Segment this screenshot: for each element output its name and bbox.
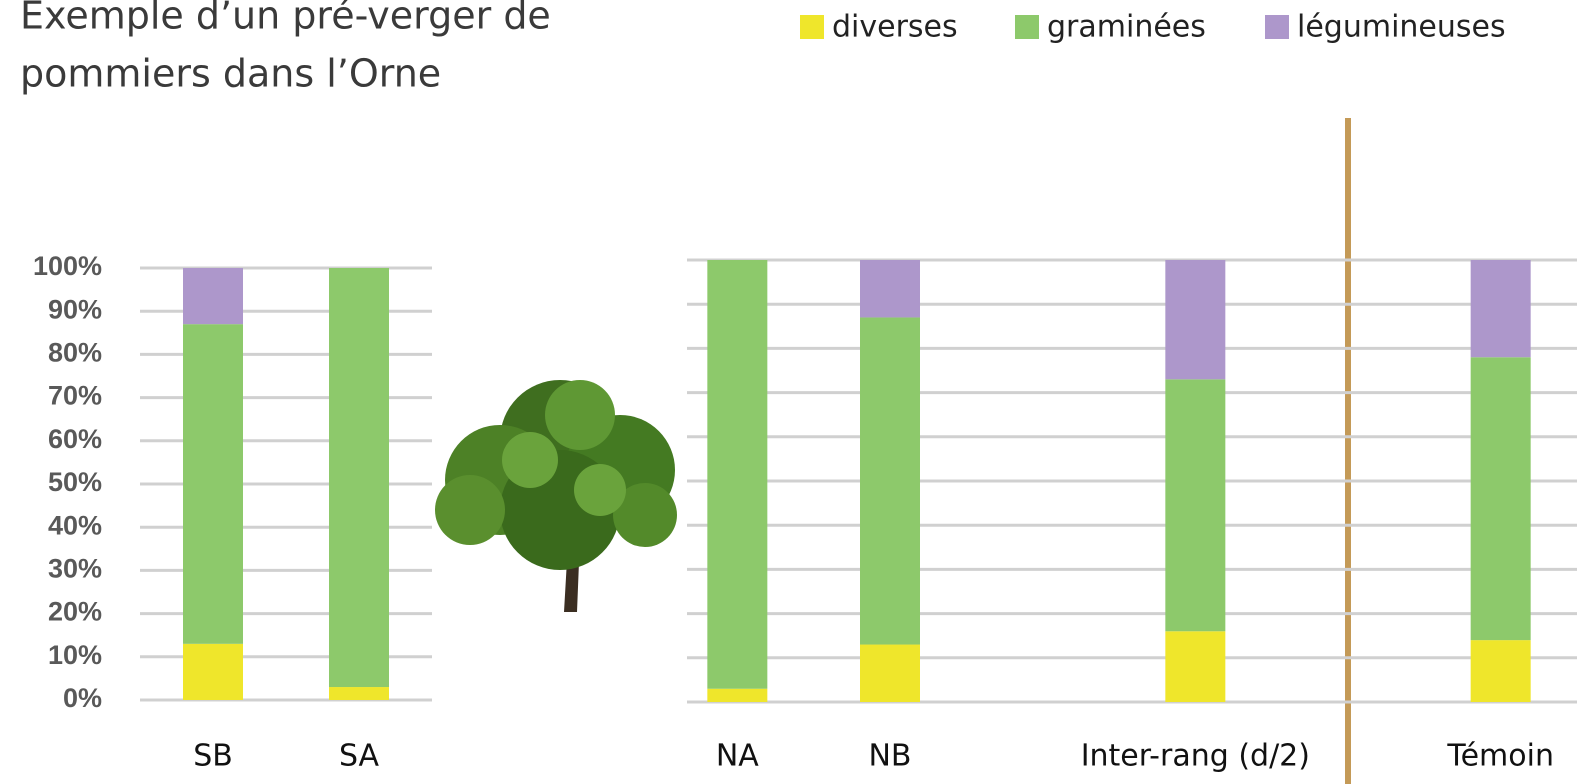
bar-segment (329, 268, 389, 687)
bar-segment (1471, 640, 1531, 702)
x-tick-label: SA (339, 739, 380, 774)
bar-segment (1471, 260, 1531, 357)
x-tick-label: Inter-rang (d/2) (1081, 739, 1310, 774)
bar-segment (1165, 260, 1225, 379)
bar-segment (707, 260, 767, 689)
title-line: Exemple d’un pré-verger de (20, 0, 551, 38)
y-tick-label: 30% (48, 554, 102, 584)
bar-segment (329, 687, 389, 700)
y-tick-label: 20% (48, 597, 102, 627)
legend-swatch (800, 15, 824, 39)
bar-segment (1471, 357, 1531, 640)
legend-label: graminées (1047, 10, 1206, 45)
bar-segment (183, 644, 243, 700)
slide: Exemple d’un pré-verger de pommiers dans… (0, 0, 1577, 784)
bar-segment (860, 260, 920, 317)
bar-segment (183, 268, 243, 324)
y-tick-label: 10% (48, 640, 102, 670)
y-tick-label: 80% (48, 338, 102, 368)
x-tick-label: NB (868, 739, 911, 774)
bar-segment (707, 689, 767, 702)
y-tick-label: 40% (48, 510, 102, 540)
bar-segment (860, 645, 920, 702)
legend-label: légumineuses (1297, 10, 1506, 45)
y-tick-label: 60% (48, 424, 102, 454)
bar-segment (183, 324, 243, 644)
legend-label: diverses (832, 10, 958, 45)
legend-swatch (1265, 15, 1289, 39)
y-tick-label: 70% (48, 381, 102, 411)
y-tick-label: 50% (48, 467, 102, 497)
y-tick-label: 0% (63, 683, 102, 713)
y-tick-label: 100% (33, 251, 102, 281)
tree-image (435, 380, 677, 612)
legend-swatch (1015, 15, 1039, 39)
x-tick-label: SB (193, 739, 233, 774)
bar-segment (1165, 631, 1225, 702)
bar-segment (1165, 379, 1225, 631)
y-tick-label: 90% (48, 294, 102, 324)
bar-segment (860, 317, 920, 644)
x-tick-label: NA (716, 739, 759, 774)
title-line: pommiers dans l’Orne (20, 52, 441, 96)
x-tick-label: Témoin (1446, 739, 1554, 774)
